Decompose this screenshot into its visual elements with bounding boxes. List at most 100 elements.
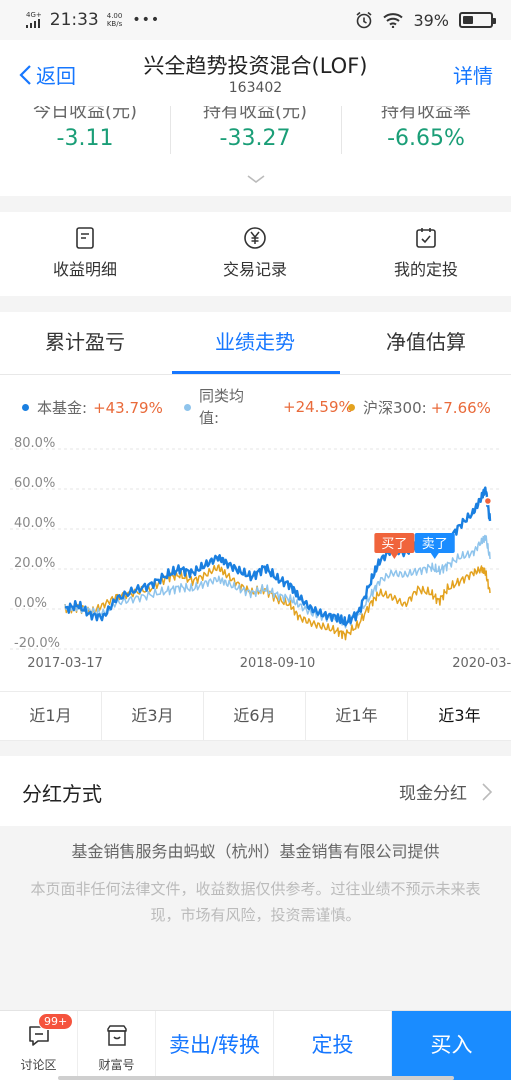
series-line-fund xyxy=(64,486,492,627)
document-icon xyxy=(76,227,94,249)
quick-actions: 收益明细 交易记录 我的定投 xyxy=(0,212,511,296)
footer-info: 基金销售服务由蚂蚁（杭州）基金销售有限公司提供 本页面非任何法律文件，收益数据仅… xyxy=(0,826,511,928)
trade-marker-label: 买了 xyxy=(381,537,407,552)
wealth-account-button[interactable]: 财富号 xyxy=(78,1011,156,1080)
legend-dot xyxy=(348,404,355,411)
action-label: 收益明细 xyxy=(52,260,117,279)
chevron-right-icon xyxy=(482,783,493,801)
divider xyxy=(170,106,171,154)
summary-value: -3.11 xyxy=(56,126,114,151)
summary-label: 今日收益(元) xyxy=(32,106,138,122)
period-selector: 近1月 近3月 近6月 近1年 近3年 xyxy=(0,691,511,741)
battery-icon xyxy=(459,12,496,28)
back-button[interactable]: 返回 xyxy=(18,60,76,89)
bottom-action-bar: 99+ 讨论区 财富号 卖出/转换 定投 买入 xyxy=(0,1010,511,1080)
status-bar: 4G+ 21:33 4.00 KB/s ••• 39% xyxy=(0,0,511,40)
wifi-icon xyxy=(383,13,404,28)
legend-value: +43.79% xyxy=(93,398,163,417)
performance-chart-panel: 本基金: +43.79% 同类均 值: +24.59% 沪深300: +7.66%… xyxy=(0,375,511,691)
divider xyxy=(341,106,342,154)
wealth-label: 财富号 xyxy=(98,1058,135,1072)
summary-value: -33.27 xyxy=(219,126,291,151)
legend-peer-average: 同类均 值: +24.59% xyxy=(184,385,353,429)
buy-button[interactable]: 买入 xyxy=(392,1011,511,1080)
shop-icon xyxy=(107,1025,127,1046)
risk-disclaimer: 本页面非任何法律文件，收益数据仅供参考。过往业绩不预示未来表现，市场有风险，投资… xyxy=(30,880,481,924)
tab-cumulative-pnl[interactable]: 累计盈亏 xyxy=(45,330,125,354)
dividend-method-row[interactable]: 分红方式 现金分红 xyxy=(0,756,511,826)
legend-fund: 本基金: +43.79% xyxy=(22,397,163,418)
yen-circle-icon xyxy=(244,227,266,249)
fund-title: 兴全趋势投资混合(LOF) xyxy=(143,54,368,78)
legend-dot xyxy=(184,403,191,411)
my-auto-invest-button[interactable]: 我的定投 xyxy=(341,226,511,280)
period-1m[interactable]: 近1月 xyxy=(0,692,102,740)
series-line-peer-average xyxy=(64,534,491,629)
expand-chevron-icon[interactable] xyxy=(246,174,266,184)
chart-tabs: 累计盈亏 业绩走势 净值估算 xyxy=(0,312,511,374)
legend-dot xyxy=(22,404,29,411)
legend-value: +24.59% xyxy=(283,398,353,416)
auto-invest-button[interactable]: 定投 xyxy=(274,1011,392,1080)
chart-legend: 本基金: +43.79% 同类均 值: +24.59% 沪深300: +7.66% xyxy=(0,385,511,435)
dividend-label: 分红方式 xyxy=(22,782,102,806)
performance-chart[interactable]: 80.0% 60.0% 40.0% 20.0% 0.0% -20.0% 2017-03-17… xyxy=(0,375,511,691)
holding-summary: 今日收益(元) -3.11 持有收益(元) -33.27 持有收益率 -6.65… xyxy=(0,106,511,196)
back-label: 返回 xyxy=(36,64,76,88)
y-tick-label: 40.0% xyxy=(14,516,55,531)
signal-icon xyxy=(26,18,40,28)
y-tick-label: 0.0% xyxy=(14,596,47,611)
action-label: 我的定投 xyxy=(393,260,458,279)
forum-button[interactable]: 99+ 讨论区 xyxy=(0,1011,78,1080)
unread-badge: 99+ xyxy=(38,1013,74,1030)
sell-convert-button[interactable]: 卖出/转换 xyxy=(156,1011,274,1080)
y-tick-label: 80.0% xyxy=(14,436,55,451)
x-tick-label: 2018-09-10 xyxy=(240,656,316,671)
chevron-left-icon xyxy=(19,64,31,85)
legend-name: 本基金: xyxy=(37,399,88,417)
series-line-csi300 xyxy=(64,564,491,641)
action-label: 交易记录 xyxy=(222,260,287,279)
home-indicator xyxy=(58,1076,454,1080)
period-3m[interactable]: 近3月 xyxy=(102,692,204,740)
battery-percent: 39% xyxy=(413,10,449,30)
period-6m[interactable]: 近6月 xyxy=(204,692,306,740)
trade-marker-pointer xyxy=(390,553,399,559)
summary-label: 持有收益(元) xyxy=(202,106,308,122)
x-tick-label: 2020-03-17 xyxy=(452,656,511,671)
legend-csi300: 沪深300: +7.66% xyxy=(348,397,491,418)
clock: 21:33 xyxy=(49,10,99,30)
income-detail-button[interactable]: 收益明细 xyxy=(0,226,170,280)
trade-marker-label: 卖了 xyxy=(422,537,448,552)
y-tick-label: 20.0% xyxy=(14,556,55,571)
alarm-icon xyxy=(356,11,372,29)
y-tick-label: 60.0% xyxy=(14,476,55,491)
trade-marker-box xyxy=(414,533,455,553)
active-tab-indicator xyxy=(172,371,340,374)
legend-name: 沪深300: xyxy=(363,399,427,417)
provider-note: 基金销售服务由蚂蚁（杭州）基金销售有限公司提供 xyxy=(71,842,440,861)
more-notifications-icon: ••• xyxy=(132,12,161,28)
fund-code: 163402 xyxy=(228,80,283,96)
period-1y[interactable]: 近1年 xyxy=(306,692,408,740)
legend-name: 同类均 值: xyxy=(199,387,245,427)
network-speed: 4.00 KB/s xyxy=(106,12,123,28)
detail-link[interactable]: 详情 xyxy=(453,64,493,88)
legend-value: +7.66% xyxy=(430,398,491,417)
summary-value: -6.65% xyxy=(387,126,465,151)
forum-label: 讨论区 xyxy=(20,1058,57,1072)
period-3y[interactable]: 近3年 xyxy=(408,692,511,740)
network-indicator: 4G+ xyxy=(26,11,42,30)
nav-bar: 返回 兴全趋势投资混合(LOF) 163402 详情 xyxy=(0,40,511,106)
tab-performance-trend[interactable]: 业绩走势 xyxy=(215,330,295,354)
y-tick-label: -20.0% xyxy=(14,636,60,651)
latest-point-marker xyxy=(483,496,493,506)
transaction-record-button[interactable]: 交易记录 xyxy=(170,226,340,280)
divider xyxy=(0,374,511,375)
tab-nav-estimate[interactable]: 净值估算 xyxy=(386,330,466,354)
dividend-value: 现金分红 xyxy=(399,784,467,804)
trade-marker-box xyxy=(374,533,415,553)
calendar-icon xyxy=(416,228,436,248)
summary-label: 持有收益率 xyxy=(381,106,471,122)
trade-marker-pointer xyxy=(430,553,439,559)
